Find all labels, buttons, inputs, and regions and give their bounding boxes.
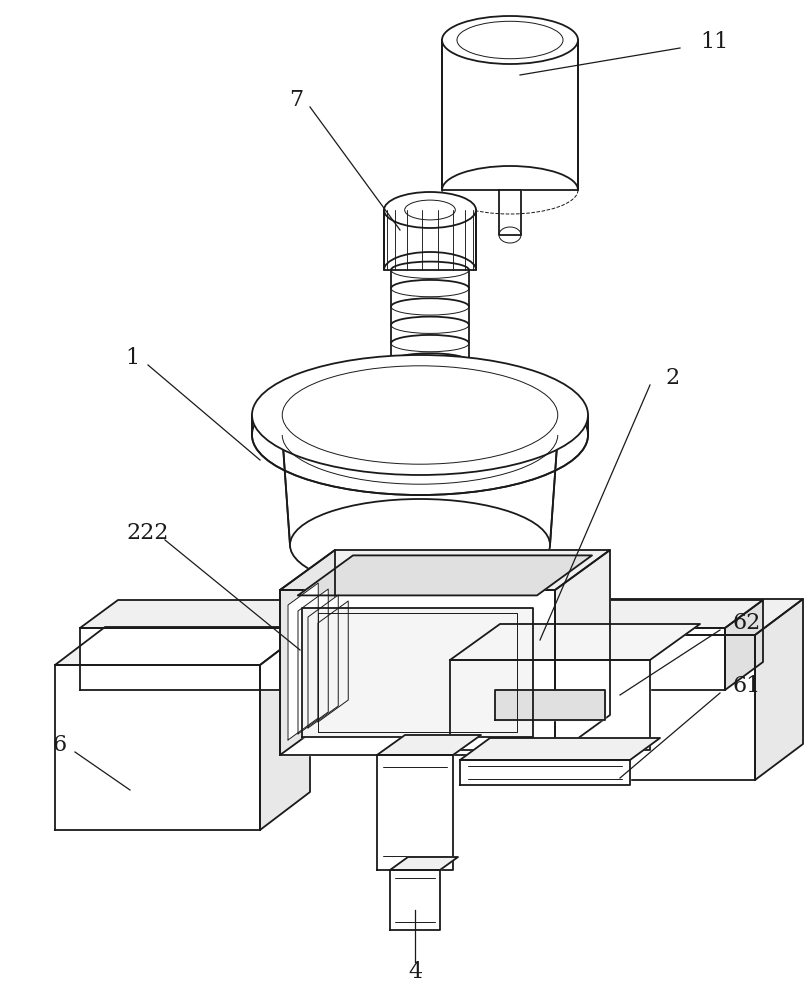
Polygon shape bbox=[450, 624, 700, 660]
Ellipse shape bbox=[384, 192, 476, 228]
Text: 222: 222 bbox=[127, 522, 169, 544]
Polygon shape bbox=[555, 635, 755, 780]
Polygon shape bbox=[390, 857, 458, 870]
Polygon shape bbox=[384, 210, 476, 270]
Text: 6: 6 bbox=[53, 734, 67, 756]
Polygon shape bbox=[280, 550, 610, 590]
Text: 1: 1 bbox=[125, 347, 139, 369]
Polygon shape bbox=[282, 435, 558, 545]
Polygon shape bbox=[308, 595, 339, 728]
Polygon shape bbox=[55, 665, 260, 830]
Text: 2: 2 bbox=[665, 367, 679, 389]
Ellipse shape bbox=[396, 367, 464, 393]
Polygon shape bbox=[260, 627, 310, 830]
Text: 7: 7 bbox=[289, 89, 303, 111]
Ellipse shape bbox=[252, 355, 588, 475]
Ellipse shape bbox=[252, 375, 588, 495]
Polygon shape bbox=[725, 600, 763, 690]
Polygon shape bbox=[555, 599, 803, 635]
Polygon shape bbox=[302, 608, 533, 737]
Polygon shape bbox=[450, 660, 650, 750]
Polygon shape bbox=[460, 760, 630, 785]
Polygon shape bbox=[442, 40, 578, 190]
Text: 61: 61 bbox=[732, 675, 760, 697]
Polygon shape bbox=[298, 555, 592, 595]
Polygon shape bbox=[555, 550, 610, 755]
Polygon shape bbox=[288, 583, 318, 740]
Polygon shape bbox=[755, 599, 803, 780]
Text: 11: 11 bbox=[700, 31, 729, 53]
Polygon shape bbox=[280, 550, 335, 755]
Ellipse shape bbox=[290, 499, 550, 591]
Polygon shape bbox=[318, 601, 348, 722]
Polygon shape bbox=[499, 190, 521, 235]
Ellipse shape bbox=[442, 16, 578, 64]
Polygon shape bbox=[298, 589, 328, 734]
Polygon shape bbox=[396, 380, 464, 415]
Polygon shape bbox=[460, 738, 660, 760]
Polygon shape bbox=[390, 870, 440, 930]
Polygon shape bbox=[252, 415, 588, 435]
Polygon shape bbox=[377, 755, 453, 870]
Polygon shape bbox=[495, 690, 605, 720]
Polygon shape bbox=[280, 590, 555, 755]
Polygon shape bbox=[55, 627, 310, 665]
Text: 4: 4 bbox=[408, 961, 422, 983]
Polygon shape bbox=[377, 735, 481, 755]
Polygon shape bbox=[80, 628, 725, 690]
Polygon shape bbox=[80, 600, 763, 628]
Text: 62: 62 bbox=[732, 612, 760, 634]
